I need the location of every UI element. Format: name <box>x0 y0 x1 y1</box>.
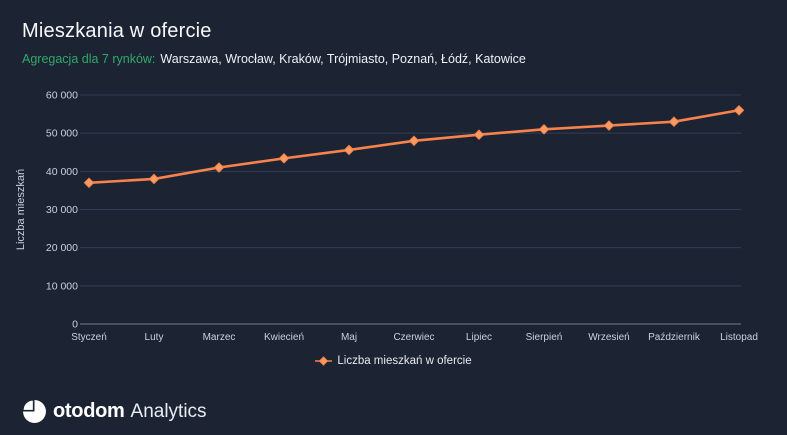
page-title: Mieszkania w ofercie <box>22 20 212 42</box>
svg-text:0: 0 <box>72 319 78 331</box>
svg-text:Sierpień: Sierpień <box>526 332 563 343</box>
header: Mieszkania w ofercie Agregacja dla 7 ryn… <box>22 20 526 66</box>
svg-text:10 000: 10 000 <box>46 280 78 292</box>
legend-marker-icon <box>315 356 333 366</box>
svg-text:Maj: Maj <box>341 332 357 343</box>
svg-text:Czerwiec: Czerwiec <box>393 332 434 343</box>
otodom-analytics-logo: otodom Analytics <box>22 399 207 424</box>
svg-text:Luty: Luty <box>145 332 164 343</box>
svg-text:20 000: 20 000 <box>46 242 78 254</box>
svg-text:30 000: 30 000 <box>46 204 78 216</box>
svg-text:Październik: Październik <box>648 332 701 343</box>
brand-name: otodom <box>53 400 125 422</box>
brand-suffix: Analytics <box>130 400 207 422</box>
svg-text:Wrzesień: Wrzesień <box>588 332 630 343</box>
legend-label: Liczba mieszkań w ofercie <box>337 355 472 367</box>
svg-text:40 000: 40 000 <box>46 166 78 178</box>
svg-text:Marzec: Marzec <box>203 332 236 343</box>
svg-text:Listopad: Listopad <box>720 332 758 343</box>
svg-text:50 000: 50 000 <box>46 128 78 140</box>
svg-text:Lipiec: Lipiec <box>466 332 492 343</box>
svg-text:Kwiecień: Kwiecień <box>264 332 304 343</box>
svg-text:Liczba mieszkań: Liczba mieszkań <box>15 169 27 250</box>
chart-legend: Liczba mieszkań w ofercie <box>0 355 787 367</box>
chart-subtitle: Agregacja dla 7 rynków: Warszawa, Wrocław… <box>22 52 526 66</box>
subtitle-markets: Warszawa, Wrocław, Kraków, Trójmiasto, P… <box>160 52 526 66</box>
svg-text:Styczeń: Styczeń <box>71 332 107 343</box>
svg-text:60 000: 60 000 <box>46 90 78 102</box>
pie-chart-logo-icon <box>23 400 46 423</box>
subtitle-highlight: Agregacja dla 7 rynków: <box>22 52 156 66</box>
